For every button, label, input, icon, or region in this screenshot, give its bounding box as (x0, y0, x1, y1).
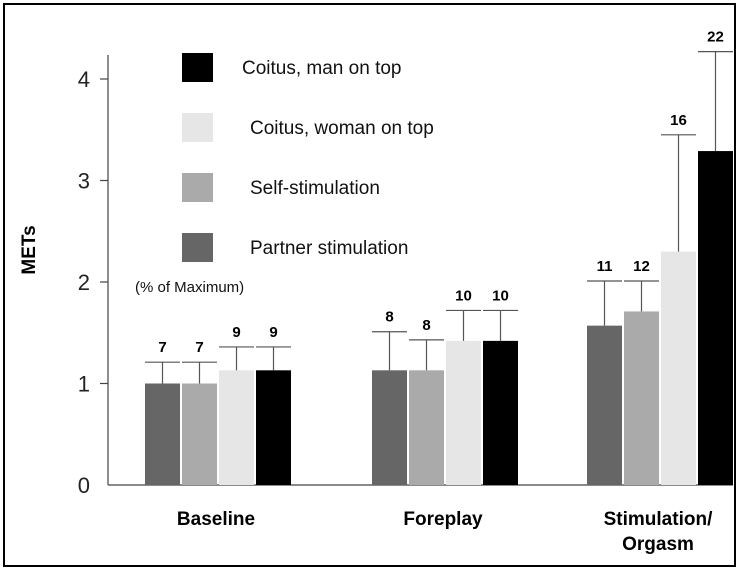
bar (624, 311, 659, 485)
category-label: Baseline (177, 509, 255, 530)
legend-swatch (182, 53, 213, 82)
category-label-line: Foreplay (403, 509, 483, 530)
data-label: 7 (195, 339, 203, 356)
y-tick-label: 4 (78, 67, 90, 92)
data-label: 22 (707, 29, 724, 46)
bar (372, 370, 407, 485)
bar (145, 383, 180, 485)
legend-swatch (182, 173, 213, 202)
category-label: Stimulation/Orgasm (604, 509, 713, 555)
data-label: 9 (269, 324, 277, 341)
legend: Coitus, man on top Coitus, woman on top Se… (182, 53, 434, 262)
legend-label: Coitus, man on top (242, 58, 401, 79)
percent-of-maximum-note: (% of Maximum) (135, 279, 244, 296)
y-tick-label: 2 (78, 270, 90, 295)
legend-label: Coitus, woman on top (250, 118, 434, 139)
data-label: 8 (385, 309, 393, 326)
data-label: 9 (232, 324, 240, 341)
data-label: 16 (670, 112, 687, 129)
bars (145, 50, 733, 485)
bar (446, 340, 481, 485)
legend-label: Partner stimulation (250, 238, 408, 259)
data-label: 10 (492, 287, 509, 304)
bar (182, 383, 217, 485)
data-label: 10 (455, 287, 472, 304)
data-labels: 8 11 7 8 12 9 10 16 9 10 22 7 (158, 29, 724, 357)
bar (409, 370, 444, 485)
data-label: 8 (422, 317, 430, 334)
category-label: Foreplay (403, 509, 483, 530)
legend-swatch (182, 113, 213, 142)
bar (698, 151, 733, 485)
y-tick-label: 0 (78, 473, 90, 498)
data-label: 12 (633, 258, 650, 275)
bar (256, 370, 291, 485)
chart-frame: 0 1 2 3 4 Baseline Foreplay Stimulation/Orgasm … (3, 3, 736, 567)
bar (483, 340, 518, 485)
y-axis-title: METs (19, 225, 40, 274)
y-tick-label: 1 (78, 372, 90, 397)
category-label-line: Orgasm (622, 534, 694, 555)
legend-label: Self-stimulation (250, 178, 380, 199)
bar (587, 325, 622, 485)
bar (661, 251, 696, 485)
y-tick-label: 3 (78, 169, 90, 194)
category-label-line: Baseline (177, 509, 255, 530)
data-label: 11 (597, 258, 613, 275)
category-label-line: Stimulation/ (604, 509, 713, 530)
data-label: 7 (158, 339, 166, 356)
bar (219, 370, 254, 485)
legend-swatch (182, 233, 213, 262)
